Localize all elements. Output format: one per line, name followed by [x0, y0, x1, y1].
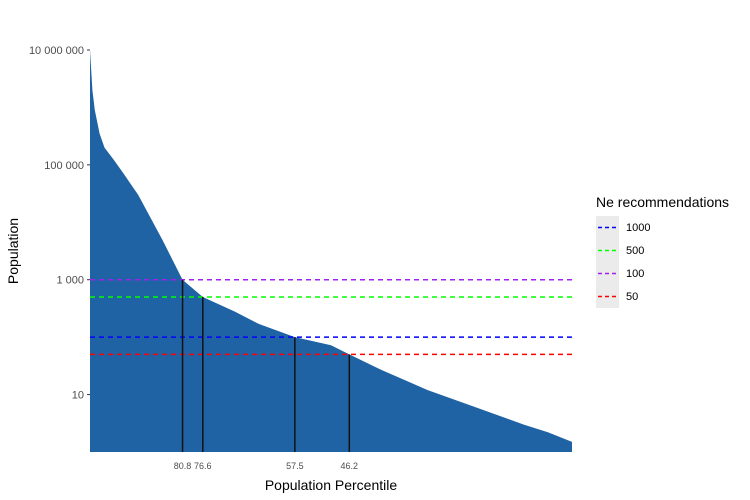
- legend-label-100: 100: [626, 268, 644, 280]
- percentile-label-57.5: 57.5: [286, 461, 304, 471]
- y-tick-label: 1 000: [56, 275, 84, 287]
- y-tick-label: 10 000 000: [29, 45, 84, 57]
- y-tick-label: 100 000: [44, 160, 84, 172]
- legend-label-50: 50: [626, 291, 638, 303]
- percentile-label-80.8: 80.8: [174, 461, 192, 471]
- percentile-label-76.6: 76.6: [194, 461, 212, 471]
- population-area: [90, 50, 572, 452]
- percentile-marker-lines: 80.8 76.6 57.5 46.2: [174, 279, 359, 471]
- legend-label-1000: 1000: [626, 222, 650, 234]
- legend-title: Ne recommendations: [596, 194, 729, 210]
- legend: Ne recommendations 1000 500 100 50: [596, 194, 729, 308]
- axes: 10 1 000 100 000 10 000 000: [29, 45, 90, 402]
- legend-label-500: 500: [626, 245, 644, 257]
- percentile-label-46.2: 46.2: [341, 461, 359, 471]
- x-axis-title: Population Percentile: [265, 477, 398, 493]
- y-tick-label: 10: [72, 390, 84, 402]
- y-axis-title: Population: [5, 218, 21, 284]
- population-area-layer: [90, 50, 572, 452]
